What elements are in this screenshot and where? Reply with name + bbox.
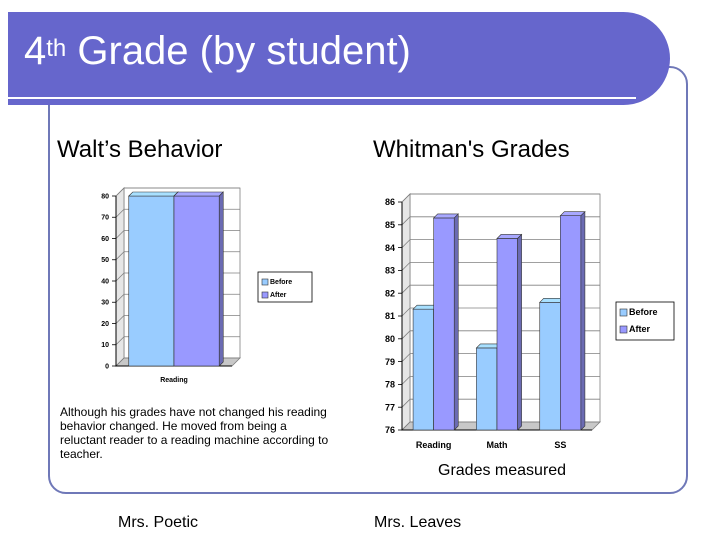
legend-label-before: Before	[270, 279, 292, 286]
bar-after-ss	[560, 215, 582, 431]
gridline	[401, 262, 411, 271]
x-category-label: SS	[554, 440, 566, 450]
x-axis-caption: Grades measured	[438, 462, 567, 479]
y-tick-label: 80	[101, 193, 109, 200]
gridline	[401, 216, 411, 226]
bar-after-math	[496, 238, 518, 431]
bar-side	[218, 191, 224, 367]
gridline	[115, 272, 125, 282]
gridline	[401, 307, 411, 317]
bar-side	[517, 233, 522, 431]
y-tick-label: 0	[105, 363, 109, 370]
legend-label-after: After	[270, 292, 287, 299]
x-category-label: Reading	[416, 440, 452, 450]
y-tick-label: 85	[385, 220, 395, 230]
bar-after-reading	[433, 217, 455, 431]
gridline	[115, 187, 125, 197]
title-bar	[8, 12, 670, 105]
y-tick-label: 30	[101, 300, 109, 307]
bar-after-reading	[173, 195, 220, 367]
gridline	[115, 357, 125, 367]
gridline	[401, 421, 411, 431]
gridline	[115, 293, 125, 303]
y-tick-label: 78	[385, 380, 395, 390]
bar-top	[128, 191, 179, 197]
legend-swatch-before	[619, 308, 628, 317]
gridline	[115, 208, 125, 218]
y-tick-label: 70	[101, 215, 109, 222]
y-tick-label: 50	[101, 257, 109, 264]
note-text: Although his grades have not changed his…	[60, 405, 329, 461]
right-signature: Mrs. Leaves	[374, 514, 462, 531]
walt-behavior-chart: 0 10 20 30 40 50 60 70 80 Reading Before After	[101, 187, 313, 384]
bar-top	[173, 191, 224, 197]
y-tick-label: 82	[385, 288, 395, 298]
x-category-label: Math	[487, 440, 508, 450]
gridline	[115, 336, 125, 346]
legend-label-after: After	[629, 324, 650, 334]
y-tick-label: 86	[385, 197, 395, 207]
title-underline	[8, 97, 636, 99]
gridline	[115, 251, 125, 261]
whitman-grades-chart: 76 77 78 79 80 81 82 83 84 85 86 Reading Math SS Befor…	[385, 193, 675, 450]
bar-before-reading	[412, 308, 434, 431]
gridline	[401, 284, 411, 294]
right-chart-heading: Whitman's Grades	[373, 136, 570, 163]
y-tick-label: 40	[101, 278, 109, 285]
y-tick-label: 77	[385, 402, 395, 412]
legend-label-before: Before	[629, 307, 658, 317]
left-chart-heading: Walt’s Behavior	[57, 136, 223, 163]
y-tick-label: 60	[101, 236, 109, 243]
bar-before-reading	[128, 195, 175, 367]
x-category-label: Reading	[160, 377, 188, 384]
gridline	[115, 315, 125, 324]
y-tick-label: 79	[385, 357, 395, 367]
y-tick-label: 76	[385, 425, 395, 435]
y-tick-label: 83	[385, 266, 395, 276]
legend-swatch-after	[619, 325, 628, 334]
left-signature: Mrs. Poetic	[118, 514, 199, 531]
y-tick-label: 84	[385, 243, 395, 253]
legend-swatch-after	[261, 291, 269, 299]
y-tick-label: 20	[101, 321, 109, 328]
y-tick-label: 80	[385, 334, 395, 344]
legend-swatch-before	[261, 278, 269, 286]
bar-side	[580, 210, 586, 431]
gridline	[401, 193, 411, 203]
page-title: 4th Grade (by student)	[24, 29, 411, 73]
y-tick-label: 10	[101, 342, 109, 349]
gridline	[401, 398, 411, 408]
bar-before-ss	[539, 302, 561, 431]
bar-side	[453, 213, 459, 431]
gridline	[401, 376, 411, 385]
gridline	[401, 239, 411, 248]
gridline	[115, 230, 125, 239]
bar-before-math	[476, 347, 498, 431]
gridline	[401, 353, 411, 362]
y-tick-label: 81	[385, 311, 395, 321]
legend-box	[615, 301, 675, 341]
gridline	[401, 330, 411, 340]
